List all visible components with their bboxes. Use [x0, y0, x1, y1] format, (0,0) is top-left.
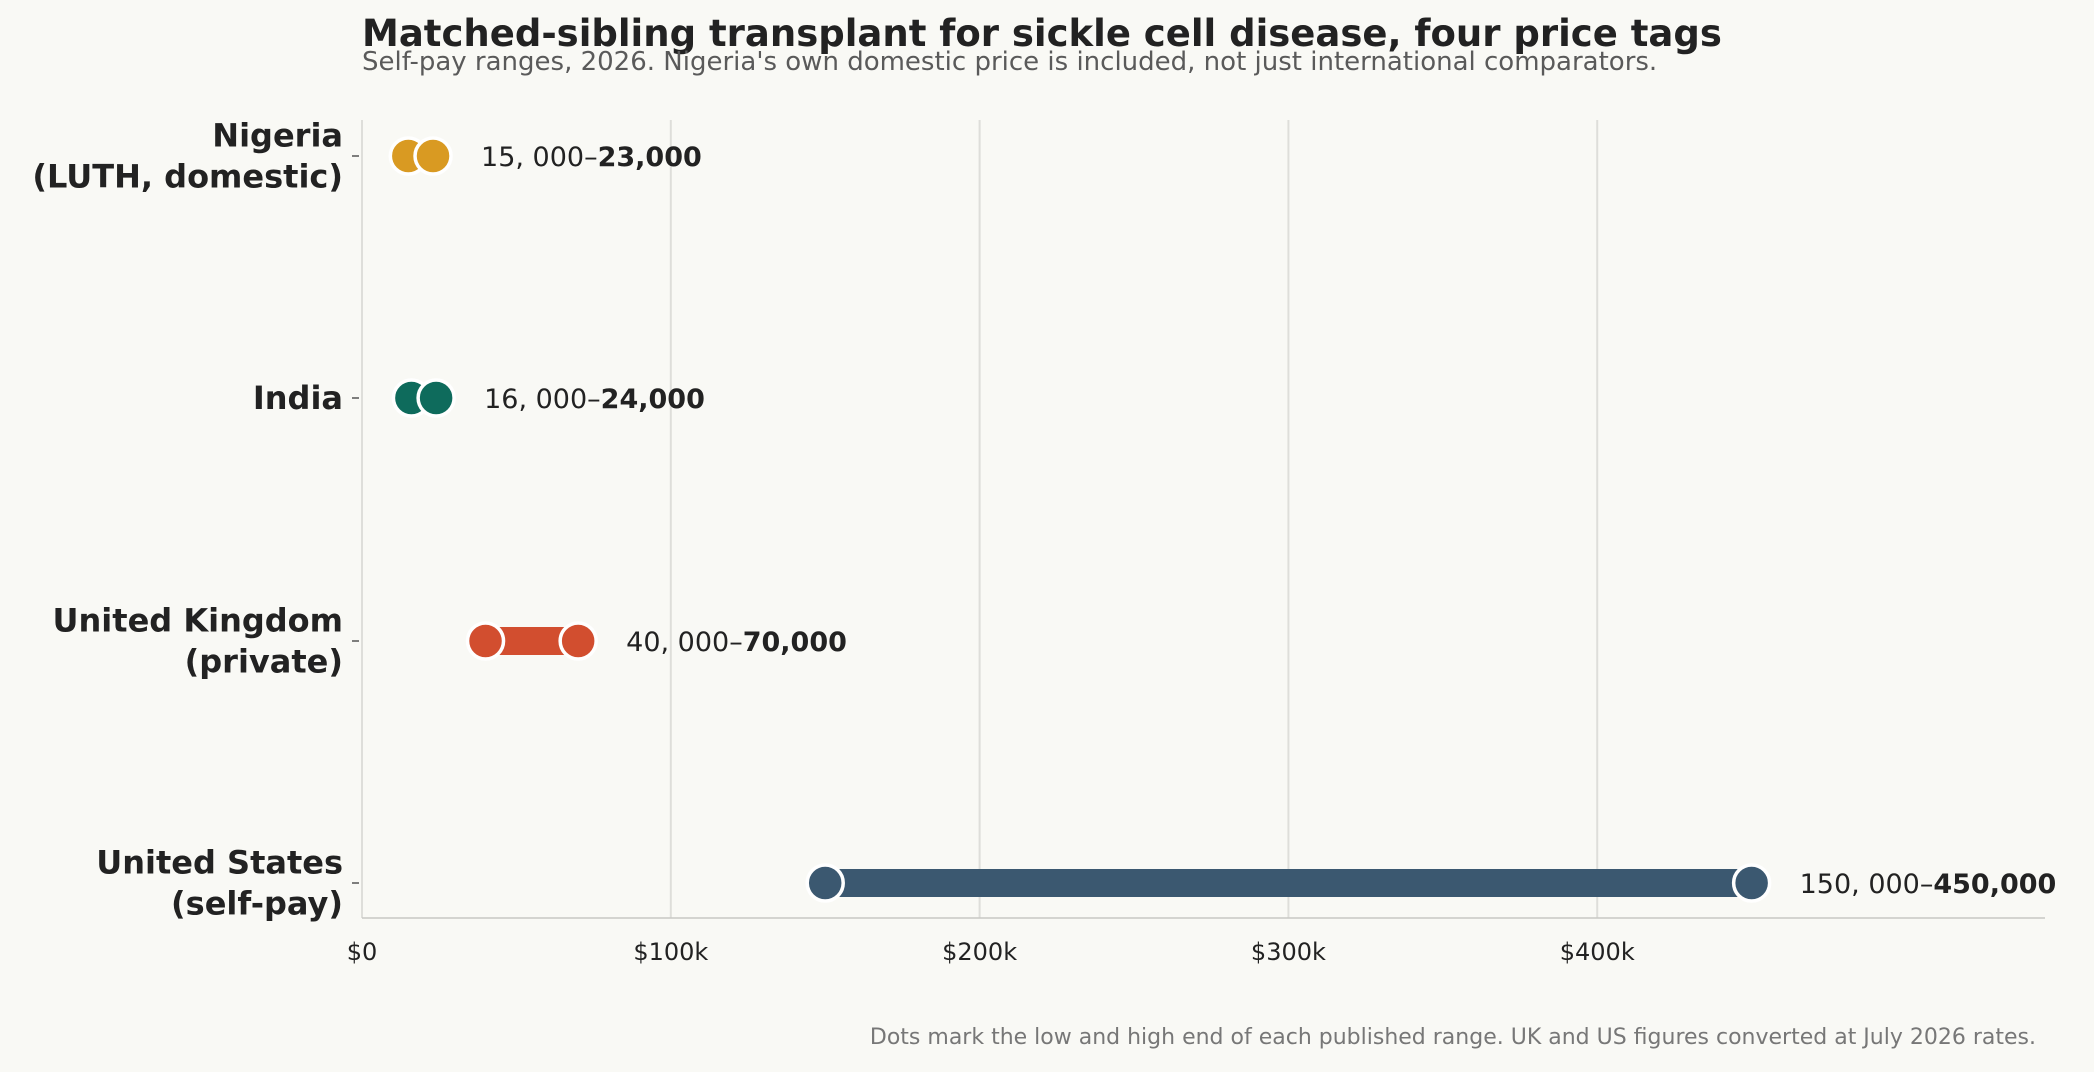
- x-tick-label: $400k: [1560, 938, 1635, 966]
- high-dot: [1731, 863, 1772, 903]
- chart-subtitle: Self-pay ranges, 2026. Nigeria's own dom…: [362, 47, 1658, 77]
- x-tick-label: $0: [347, 938, 378, 966]
- high-dot: [558, 621, 598, 661]
- range-label: 40, 000–70,000: [626, 627, 847, 658]
- x-tick-label: $100k: [633, 938, 708, 966]
- high-dot: [413, 136, 453, 176]
- category-label: United States (self-pay): [96, 844, 343, 923]
- category-label: United Kingdom (private): [53, 602, 343, 681]
- chart-title: Matched-sibling transplant for sickle ce…: [362, 12, 1722, 55]
- category-label: India: [253, 379, 343, 417]
- x-tick-label: $200k: [942, 938, 1017, 966]
- range-label: 15, 000–23,000: [481, 142, 702, 173]
- chart-caption: Dots mark the low and high end of each p…: [869, 1025, 2036, 1050]
- range-label: 16, 000–24,000: [484, 384, 705, 415]
- x-tick-label: $300k: [1251, 938, 1326, 966]
- low-dot: [805, 863, 845, 903]
- high-dot: [416, 378, 456, 418]
- low-dot: [465, 621, 506, 661]
- range-label: 150, 000–450,000: [1800, 869, 2057, 900]
- category-label: Nigeria (LUTH, domestic): [32, 117, 343, 196]
